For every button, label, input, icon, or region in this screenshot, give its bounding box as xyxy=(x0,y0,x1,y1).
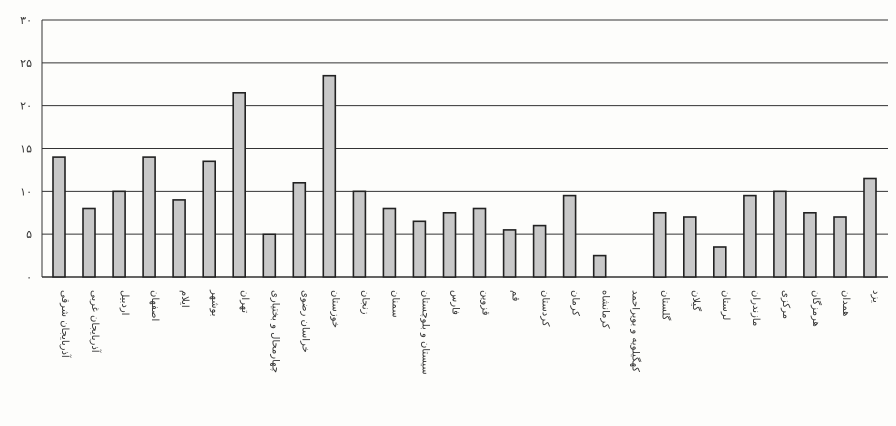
bar xyxy=(142,156,156,278)
bar xyxy=(502,229,517,278)
x-category-label: بوشهر xyxy=(209,289,220,316)
x-category-label: کردستان xyxy=(540,290,551,327)
x-category-label: سمنان xyxy=(389,290,400,318)
bar xyxy=(562,194,577,278)
x-category-label: همدان xyxy=(840,290,851,316)
x-category-label: قزوین xyxy=(480,290,491,316)
bar xyxy=(202,160,216,278)
bar xyxy=(803,212,817,278)
x-category-label: ایلام xyxy=(179,290,190,308)
bar xyxy=(382,207,397,278)
x-category-label: خراسان رضوی xyxy=(299,290,310,353)
bar xyxy=(652,212,667,278)
y-tick-label: ۵ xyxy=(26,228,32,241)
y-tick-label: ۲۵ xyxy=(20,57,32,70)
bar xyxy=(442,212,457,278)
bar xyxy=(262,233,277,278)
y-tick-label: ۱۵ xyxy=(20,143,32,156)
bar xyxy=(232,92,246,278)
bar xyxy=(352,190,367,278)
bar xyxy=(172,199,186,278)
bar xyxy=(292,182,307,278)
bar xyxy=(112,190,126,278)
x-category-label: گیلان xyxy=(690,290,702,311)
y-tick-label: ۱۰ xyxy=(20,185,32,198)
x-category-label: تهران xyxy=(239,290,250,313)
x-category-label: مازندران xyxy=(750,290,761,326)
x-category-label: یزد xyxy=(870,290,881,303)
bar xyxy=(322,74,337,278)
bar xyxy=(863,177,877,278)
bar xyxy=(412,220,427,278)
x-category-label: قم xyxy=(510,290,521,302)
y-tick-label: ۲۰ xyxy=(20,100,32,113)
x-category-label: کهگیلویه و بویراحمد xyxy=(630,290,642,372)
bar xyxy=(833,216,847,278)
x-category-label: اردبیل xyxy=(119,290,130,315)
bar xyxy=(82,207,96,278)
x-category-label: آذربایجان غربی xyxy=(89,290,102,354)
x-category-label: خوزستان xyxy=(329,290,340,328)
y-tick-label: ۰ xyxy=(26,271,32,284)
x-category-label: فارس xyxy=(449,290,460,315)
x-category-label: چهارمحال و بختیاری xyxy=(269,290,280,373)
x-category-label: کرمانشاه xyxy=(600,290,611,329)
y-tick-label: ۳۰ xyxy=(20,14,32,27)
bar xyxy=(532,224,547,278)
bar xyxy=(472,207,487,278)
x-category-label: هرمزگان xyxy=(810,290,822,327)
x-category-label: لرستان xyxy=(720,290,731,320)
x-category-label: مرکزی xyxy=(780,290,791,319)
bar xyxy=(52,156,66,278)
x-category-label: کرمان xyxy=(570,290,581,316)
bar xyxy=(592,254,607,278)
x-category-label: آذربایجان شرقی xyxy=(59,290,72,359)
x-category-label: سیستان و بلوچستان xyxy=(419,290,430,375)
x-category-label: اصفهان xyxy=(149,290,160,321)
bar xyxy=(712,246,727,278)
x-category-label: گلستان xyxy=(660,290,672,321)
bar xyxy=(743,194,757,278)
x-category-label: زنجان xyxy=(359,290,370,315)
bar xyxy=(682,216,697,278)
bar xyxy=(773,190,787,278)
